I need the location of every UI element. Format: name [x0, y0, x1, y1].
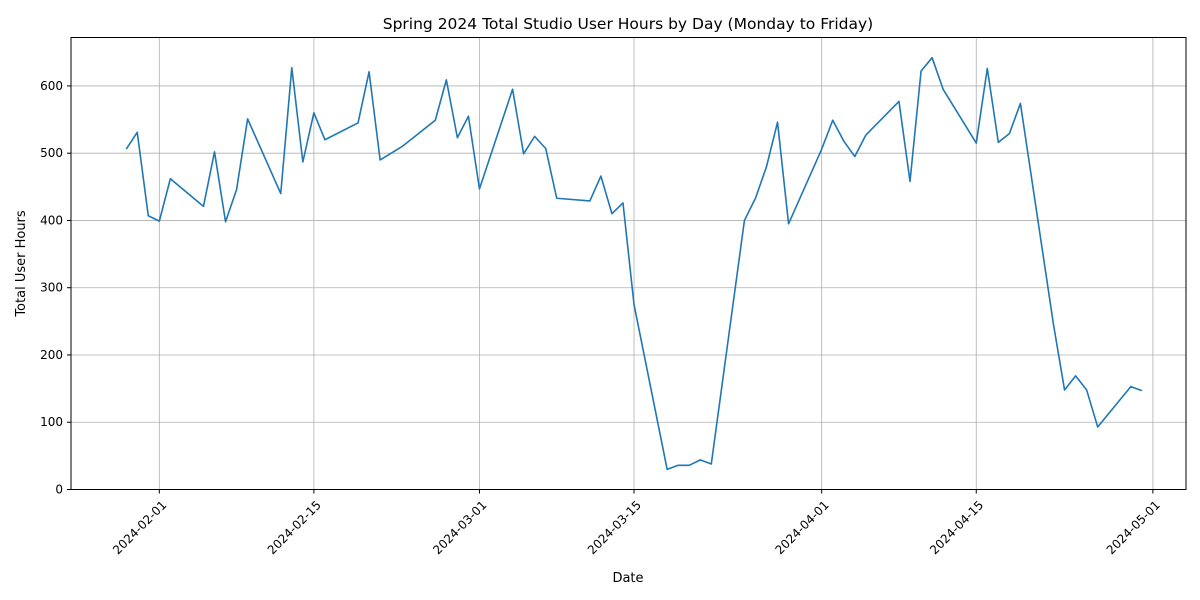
y-axis-label: Total User Hours: [14, 210, 29, 318]
x-axis-label: Date: [612, 571, 643, 586]
series-line: [125, 56, 1143, 471]
y-tick-label: 100: [40, 415, 63, 429]
y-tick-label: 500: [40, 146, 63, 160]
y-tick-label: 200: [40, 348, 63, 362]
grid-lines: [71, 37, 1186, 490]
y-tick-label: 300: [40, 281, 63, 295]
y-tick-label: 600: [40, 79, 63, 93]
plot-frame: [70, 37, 1187, 490]
y-axis: 0 100 200 300 400 500 600: [40, 79, 71, 497]
y-tick-label: 400: [40, 213, 63, 227]
y-tick-label: 0: [55, 483, 63, 497]
chart-title: Spring 2024 Total Studio User Hours by D…: [383, 15, 873, 33]
series-layer: [125, 56, 1143, 471]
